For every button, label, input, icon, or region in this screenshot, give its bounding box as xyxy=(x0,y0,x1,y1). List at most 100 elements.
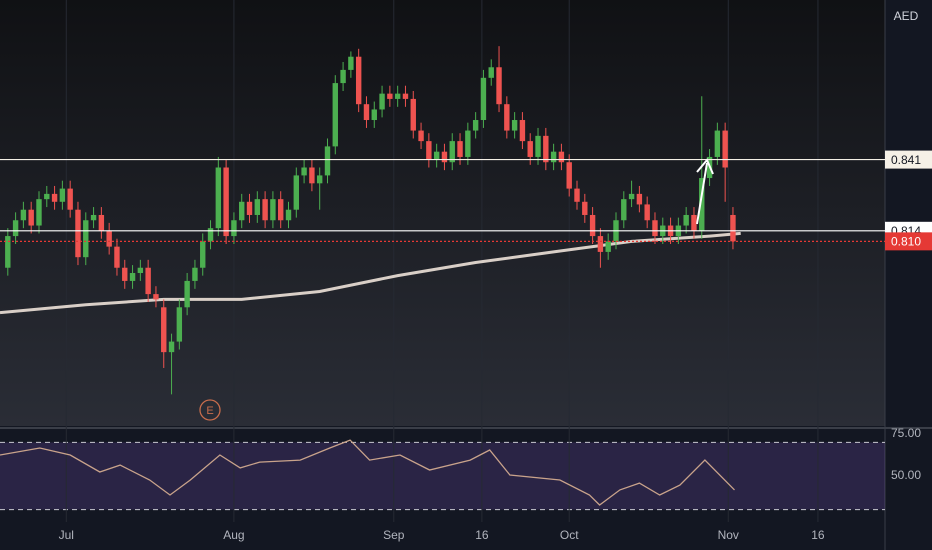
candle-body xyxy=(605,241,611,252)
candle-body xyxy=(239,201,245,221)
candle-body xyxy=(714,130,721,157)
candle-body xyxy=(332,83,338,147)
candle-body xyxy=(535,135,541,157)
candle-body xyxy=(582,201,588,215)
rsi-pane xyxy=(0,430,885,522)
candle-body xyxy=(340,69,346,84)
rsi-band xyxy=(0,442,885,510)
candle-body xyxy=(270,199,276,221)
candle-body xyxy=(636,193,643,205)
candle-body xyxy=(278,199,284,221)
candle-body xyxy=(223,167,229,237)
candle-body xyxy=(480,77,487,121)
candle-body xyxy=(504,104,510,131)
candle-body xyxy=(387,93,393,99)
earnings-circle xyxy=(199,399,221,421)
candle-body xyxy=(83,220,89,258)
candle-body xyxy=(122,267,128,281)
candle-body xyxy=(301,167,307,176)
candle-body xyxy=(488,67,494,78)
candle-body xyxy=(511,120,518,131)
candle-body xyxy=(355,56,362,105)
candle-body xyxy=(527,141,533,157)
arrow xyxy=(696,162,708,225)
rsi-line xyxy=(0,439,735,506)
candle-body xyxy=(184,280,190,308)
candle-body xyxy=(90,214,97,221)
candle-body xyxy=(176,307,183,342)
candle-body xyxy=(348,56,354,70)
candle-body xyxy=(472,120,479,131)
candle-body xyxy=(28,209,34,226)
candle-body xyxy=(246,201,253,215)
x-tick-label: Jul xyxy=(59,528,74,542)
level-label: 0.841 xyxy=(891,153,921,167)
candle-body xyxy=(254,199,261,215)
candle-body xyxy=(550,151,557,163)
candle-body xyxy=(519,120,526,142)
y-tick-label: 50.00 xyxy=(891,468,921,482)
candle-body xyxy=(98,214,105,231)
candle-body xyxy=(114,246,120,268)
candle-body xyxy=(543,135,549,163)
x-tick-label: Nov xyxy=(718,528,739,542)
candle-body xyxy=(324,146,331,176)
level-label-box xyxy=(885,150,932,169)
candle-body xyxy=(145,267,151,295)
candle-body xyxy=(51,193,58,202)
price-pane xyxy=(0,0,885,426)
candle-body xyxy=(394,93,401,99)
candle-body xyxy=(106,230,112,247)
candle-body xyxy=(5,236,11,268)
candle-body xyxy=(722,130,728,168)
candle-body xyxy=(207,228,214,242)
candle-body xyxy=(75,209,81,258)
y-tick-label: 75.00 xyxy=(891,426,921,440)
x-tick-label: 16 xyxy=(811,528,825,542)
candle-body xyxy=(200,241,206,268)
candle-body xyxy=(558,151,565,163)
candle-body xyxy=(457,141,463,157)
candle-body xyxy=(589,214,596,237)
candle-body xyxy=(410,98,416,131)
candle-body xyxy=(192,267,198,281)
candle-body xyxy=(371,109,377,121)
candle-body xyxy=(496,67,502,105)
candle-body xyxy=(12,220,19,237)
candle-body xyxy=(153,294,159,300)
candle-body xyxy=(465,130,471,157)
candle-body xyxy=(566,162,572,189)
candle-body xyxy=(574,188,580,202)
candle-body xyxy=(161,307,167,353)
candle-body xyxy=(699,178,705,231)
x-tick-label: Aug xyxy=(223,528,244,542)
candle-body xyxy=(129,273,136,281)
candle-body xyxy=(44,193,50,200)
candle-body xyxy=(418,130,424,142)
candle-body xyxy=(628,193,635,200)
candle-body xyxy=(449,141,455,163)
candle-body xyxy=(652,220,658,237)
candle-body xyxy=(441,151,448,163)
candle-body xyxy=(363,104,370,121)
candle-body xyxy=(402,93,409,99)
candle-body xyxy=(597,236,604,252)
candle-body xyxy=(309,167,315,184)
candle-body xyxy=(59,188,66,202)
x-tick-label: Sep xyxy=(383,528,405,542)
moving-average xyxy=(0,231,741,315)
candle-body xyxy=(683,214,689,226)
level-label: 0.810 xyxy=(891,235,921,249)
candle-body xyxy=(285,209,292,221)
candle-body xyxy=(316,175,323,184)
x-tick-label: 16 xyxy=(475,528,489,542)
candle-body xyxy=(644,204,650,221)
candle-body xyxy=(262,199,268,221)
level-label-box xyxy=(885,232,932,251)
candle-body xyxy=(168,341,175,353)
earnings-marker: E xyxy=(206,405,213,417)
candle-body xyxy=(730,214,736,242)
arrow-head xyxy=(696,158,714,175)
candle-body xyxy=(231,220,237,237)
